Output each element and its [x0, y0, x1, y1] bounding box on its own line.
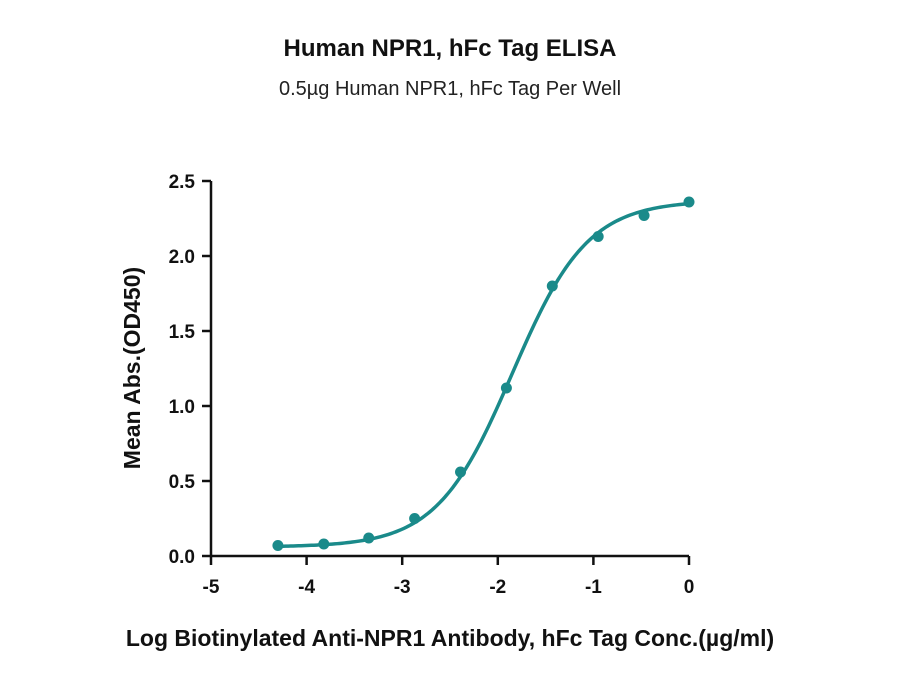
fit-curve	[276, 201, 691, 549]
data-point	[272, 540, 284, 551]
y-axis-label: Mean Abs.(OD450)	[119, 267, 145, 469]
data-point	[592, 231, 604, 242]
x-tick-label: 0	[684, 577, 695, 598]
data-point	[546, 280, 558, 292]
chart-title: Human NPR1, hFc Tag ELISA	[284, 35, 617, 62]
data-point	[683, 196, 695, 208]
x-tick-label: -2	[489, 577, 506, 598]
ticks: -5 -4 -3 -2 -1 0 0.0 0.5 1.0 1.5 2.0 2.5	[169, 172, 695, 598]
y-tick-label: 0.0	[169, 547, 195, 568]
data-point	[318, 538, 330, 550]
y-tick-label: 2.0	[169, 247, 195, 268]
y-tick-label: 2.5	[169, 172, 196, 193]
chart-subtitle: 0.5µg Human NPR1, hFc Tag Per Well	[279, 78, 621, 100]
y-tick-label: 1.5	[169, 322, 196, 343]
data-point	[455, 466, 467, 478]
data-point	[500, 382, 512, 394]
data-point	[363, 532, 375, 544]
x-tick-label: -5	[203, 577, 220, 598]
data-points	[272, 196, 695, 551]
data-point	[409, 513, 421, 524]
data-point	[638, 210, 650, 221]
x-tick-label: -1	[585, 577, 602, 598]
x-tick-label: -4	[298, 577, 315, 598]
x-axis-label: Log Biotinylated Anti-NPR1 Antibody, hFc…	[126, 625, 774, 651]
fit-curve-group	[276, 201, 691, 549]
axes	[209, 181, 689, 558]
y-tick-label: 0.5	[169, 472, 196, 493]
x-tick-label: -3	[394, 577, 411, 598]
y-tick-label: 1.0	[169, 397, 195, 418]
